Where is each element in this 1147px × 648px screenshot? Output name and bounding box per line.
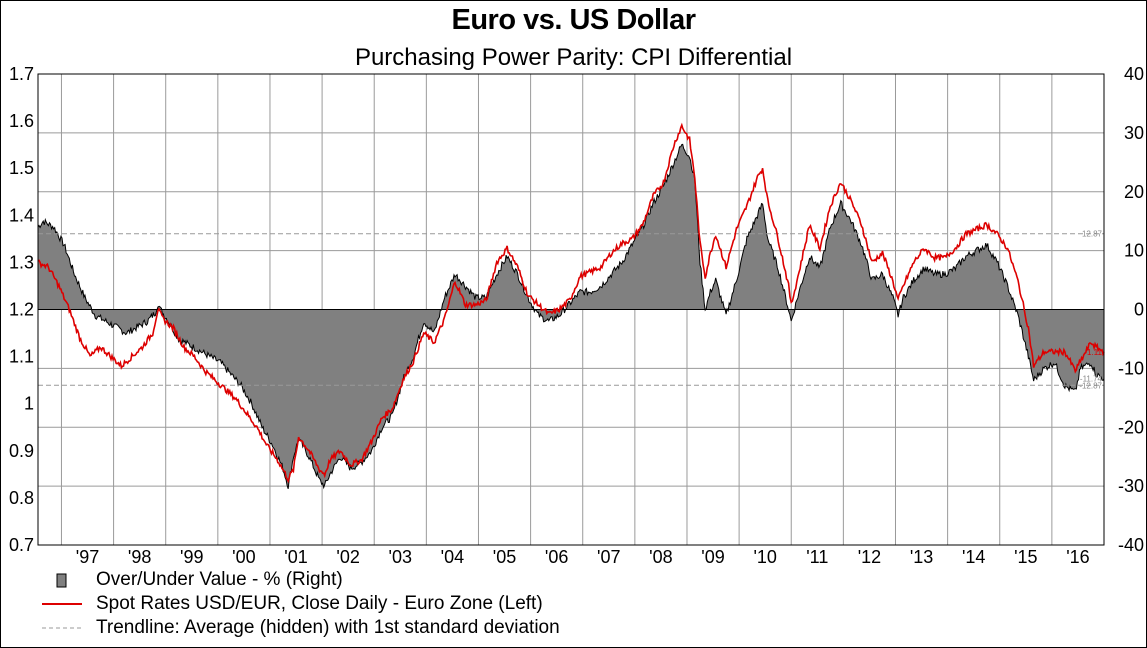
value-annotation: 12.87 (1082, 230, 1103, 239)
spot-rate-line (37, 122, 1105, 484)
left-axis-tick-label: 1.6 (9, 111, 34, 131)
x-axis-tick-label: '12 (858, 547, 881, 567)
chart-title: Euro vs. US Dollar (451, 4, 696, 36)
right-axis-tick-label: -30 (1118, 476, 1144, 496)
right-axis-tick-label: 30 (1124, 123, 1144, 143)
x-axis-tick-label: '14 (962, 547, 985, 567)
legend-label-trendline: Trendline: Average (hidden) with 1st sta… (96, 617, 560, 638)
red-line-swatch-icon (42, 603, 82, 605)
right-axis-tick-label: 10 (1124, 241, 1144, 261)
dashed-line-swatch-icon (42, 627, 82, 629)
x-axis-tick-label: '09 (701, 547, 724, 567)
x-axis-tick-label: '98 (128, 547, 151, 567)
legend-item-over-under: Over/Under Value - % (Right) (40, 569, 343, 591)
left-axis-tick-label: 1.1 (9, 347, 34, 367)
x-axis-tick-label: '02 (336, 547, 359, 567)
right-axis-tick-label: -10 (1118, 358, 1144, 378)
x-axis-tick-label: '97 (76, 547, 99, 567)
x-axis-tick-label: '10 (753, 547, 776, 567)
value-annotation: -11.74 (1080, 375, 1103, 384)
left-axis-tick-label: 1.2 (9, 300, 34, 320)
x-axis-tick-label: '04 (441, 547, 464, 567)
area-swatch-icon (56, 573, 67, 588)
chart-subtitle: Purchasing Power Parity: CPI Differentia… (354, 44, 793, 71)
right-axis-tick-label: 20 (1124, 182, 1144, 202)
x-axis-tick-label: '06 (545, 547, 568, 567)
x-axis-tick-label: '03 (389, 547, 412, 567)
left-axis-tick-label: 0.9 (9, 441, 34, 461)
left-axis-tick-label: 0.8 (9, 488, 34, 508)
left-axis-tick-label: 1.7 (9, 64, 34, 84)
left-axis-tick-label: 1 (24, 394, 34, 414)
x-axis-tick-label: '07 (597, 547, 620, 567)
legend-label-spot-rates: Spot Rates USD/EUR, Close Daily - Euro Z… (96, 593, 543, 614)
x-axis-tick-label: '99 (180, 547, 203, 567)
plot-border (37, 73, 1105, 546)
x-axis-tick-label: '00 (232, 547, 255, 567)
x-axis-tick-label: '13 (910, 547, 933, 567)
left-axis-tick-label: 1.4 (9, 205, 34, 225)
legend-item-trendline: Trendline: Average (hidden) with 1st sta… (40, 617, 560, 639)
x-axis-tick-label: '11 (806, 547, 828, 567)
x-axis-tick-label: '01 (284, 547, 307, 567)
x-axis-tick-label: '15 (1014, 547, 1037, 567)
left-axis-tick-label: 1.5 (9, 158, 34, 178)
legend-label-over-under: Over/Under Value - % (Right) (96, 569, 343, 590)
x-axis-tick-label: '05 (493, 547, 516, 567)
x-axis-tick-label: '16 (1066, 547, 1089, 567)
right-axis-tick-label: 40 (1124, 64, 1144, 84)
right-axis-tick-label: -40 (1118, 535, 1144, 555)
over-under-area (38, 144, 1104, 489)
left-axis-tick-label: 0.7 (9, 535, 34, 555)
left-axis-tick-label: 1.3 (9, 252, 34, 272)
over-under-outline (37, 143, 1105, 490)
right-axis-tick-label: -20 (1118, 417, 1144, 437)
x-axis-tick-label: '08 (649, 547, 672, 567)
value-annotation: 1.11 (1087, 348, 1103, 357)
value-annotation: -12.87 (1079, 381, 1102, 390)
legend-item-spot-rates: Spot Rates USD/EUR, Close Daily - Euro Z… (40, 593, 543, 615)
right-axis-tick-label: 0 (1134, 300, 1144, 320)
